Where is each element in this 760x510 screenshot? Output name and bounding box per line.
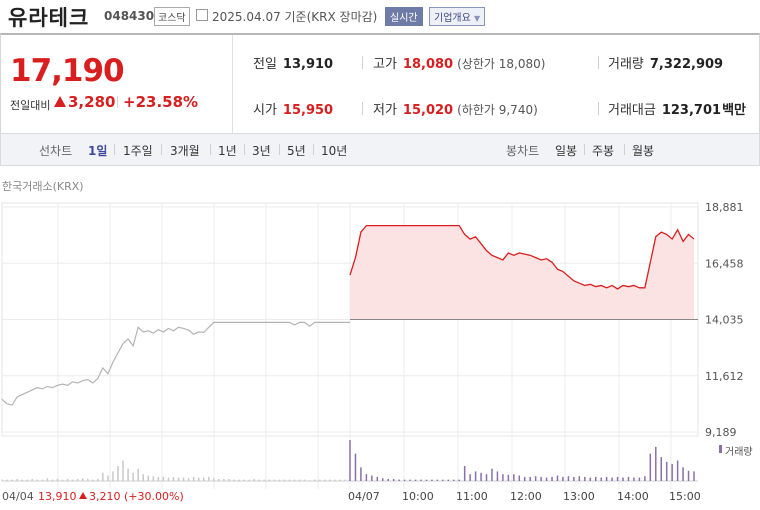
data-source: 한국거래소(KRX) <box>2 180 84 193</box>
low-label: 저가 <box>373 103 397 118</box>
divider <box>598 56 599 69</box>
volume-value: 7,322,909 <box>649 57 724 72</box>
prev-close-footer: 13,910 <box>38 490 77 503</box>
y-tick-label: 16,458 <box>705 257 744 270</box>
candle-weekly[interactable]: 주봉 <box>592 144 615 158</box>
date-basis: 2025.04.07 기준(KRX 장마감) <box>212 10 378 24</box>
high-label: 고가 <box>373 57 397 72</box>
trade-value-amount: 123,701 <box>661 103 722 118</box>
stock-code: 048430 <box>104 9 155 23</box>
upper-limit-label: 상한가 <box>461 57 495 71</box>
company-info-label: 기업개요 <box>434 13 471 24</box>
period-1y[interactable]: 1년 <box>218 144 237 158</box>
divider <box>244 144 245 155</box>
company-info-dropdown[interactable]: 기업개요 ▼ <box>429 7 486 26</box>
period-10y[interactable]: 10년 <box>321 144 348 158</box>
y-tick-label: 9,189 <box>705 426 737 439</box>
stock-name: 유라테크 <box>8 6 90 30</box>
stock-header: 유라테크 048430 코스닥 2025.04.07 기준(KRX 장마감) 실… <box>0 0 760 32</box>
divider <box>313 144 314 155</box>
up-arrow-icon <box>54 96 66 107</box>
period-5y[interactable]: 5년 <box>287 144 306 158</box>
prev-close-label: 전일 <box>253 57 277 72</box>
trade-value-label: 거래대금 <box>608 103 656 118</box>
x-tick-label: 04/07 <box>348 490 380 503</box>
x-tick-label: 10:00 <box>402 490 434 503</box>
volume-legend: 거래량 <box>725 447 753 458</box>
series-today-area <box>350 225 694 320</box>
divider <box>114 144 115 155</box>
candle-chart-label: 봉차트 <box>506 144 540 158</box>
x-tick-label: 14:00 <box>617 490 649 503</box>
series-today-line <box>349 224 695 290</box>
trade-value: 거래대금 123,701백만 <box>608 99 746 118</box>
market-badge: 코스닥 <box>154 7 190 26</box>
high-price: 고가 18,080 (상한가 18,080) <box>373 57 546 72</box>
volume-legend-swatch <box>719 445 722 453</box>
divider <box>624 144 625 155</box>
open-price: 시가 15,950 <box>253 99 333 118</box>
up-arrow-icon <box>79 492 87 499</box>
x-tick-label: 15:00 <box>669 490 701 503</box>
lower-limit-label: 하한가 <box>461 103 495 117</box>
divider <box>362 56 363 69</box>
y-tick-label: 18,881 <box>705 201 744 214</box>
prev-close-value: 13,910 <box>282 57 334 72</box>
candle-monthly[interactable]: 월봉 <box>632 144 655 158</box>
series-prev-day-line <box>1 321 350 406</box>
change-label: 전일대비 <box>10 99 51 112</box>
high-value: 18,080 <box>402 57 454 72</box>
realtime-button[interactable]: 실시간 <box>385 7 423 26</box>
volume: 거래량 7,322,909 <box>608 53 723 72</box>
divider <box>161 144 162 155</box>
trade-value-unit: 백만 <box>722 103 746 118</box>
divider <box>362 102 363 115</box>
calendar-icon <box>196 9 208 21</box>
open-label: 시가 <box>253 103 277 118</box>
open-value: 15,950 <box>282 103 334 118</box>
line-chart-label: 선차트 <box>39 144 73 158</box>
divider <box>210 144 211 155</box>
prev-close: 전일 13,910 <box>253 53 333 72</box>
period-1d[interactable]: 1일 <box>88 144 108 158</box>
period-3y[interactable]: 3년 <box>252 144 271 158</box>
divider <box>279 144 280 155</box>
prev-date-label: 04/04 <box>2 490 34 503</box>
divider <box>584 144 585 155</box>
divider <box>598 102 599 115</box>
x-tick-label: 13:00 <box>563 490 595 503</box>
period-3m[interactable]: 3개월 <box>170 144 200 158</box>
low-price: 저가 15,020 (하한가 9,740) <box>373 103 538 118</box>
low-value: 15,020 <box>402 103 454 118</box>
change-amount: 3,280 <box>68 93 116 111</box>
x-tick-label: 11:00 <box>456 490 488 503</box>
y-tick-label: 11,612 <box>705 370 744 383</box>
chevron-down-icon: ▼ <box>474 14 481 23</box>
period-selector: 선차트 1일 1주일 3개월 1년 3년 5년 10년 봉차트 일봉 주봉 월봉 <box>0 133 760 166</box>
current-price: 17,190 <box>10 53 125 89</box>
x-tick-label: 12:00 <box>510 490 542 503</box>
upper-limit-value: 18,080 <box>498 57 541 71</box>
candle-daily[interactable]: 일봉 <box>555 144 578 158</box>
change-percent: +23.58% <box>123 93 199 111</box>
prev-change-footer: 3,210 (+30.00%) <box>89 490 184 503</box>
volume-label: 거래량 <box>608 57 644 72</box>
period-1w[interactable]: 1주일 <box>123 144 153 158</box>
price-chart: 18,881 16,458 14,035 11,612 9,189 <box>1 201 744 489</box>
price-block: 17,190 전일대비 3,280 +23.58% <box>1 35 233 133</box>
quote-panel: 17,190 전일대비 3,280 +23.58% 전일 13,910 고가 18,… <box>0 33 760 134</box>
lower-limit-value: 9,740 <box>498 103 534 117</box>
y-tick-label: 14,035 <box>705 314 744 327</box>
change-divider <box>117 96 118 108</box>
